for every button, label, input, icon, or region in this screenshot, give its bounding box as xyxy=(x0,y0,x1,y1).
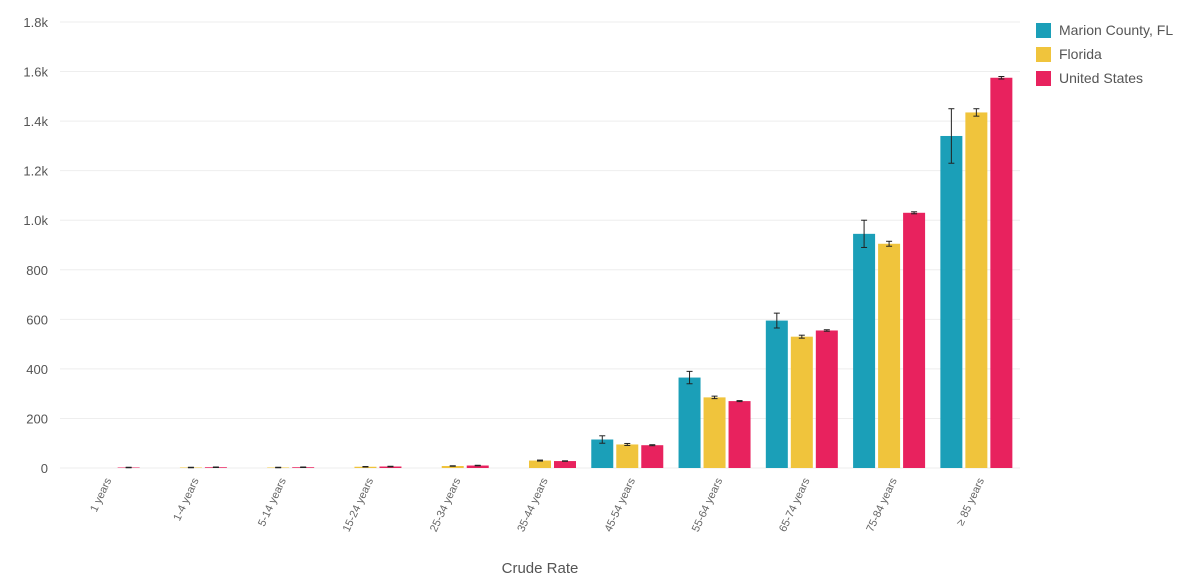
x-tick-label: 75-84 years xyxy=(864,476,900,534)
legend-label: Florida xyxy=(1059,46,1102,62)
y-tick-label: 0 xyxy=(41,461,48,476)
bar-florida xyxy=(616,444,639,468)
bar-marion-county-fl xyxy=(591,439,614,468)
x-tick-label: 1 years xyxy=(88,476,114,514)
bar-florida xyxy=(529,460,551,468)
bar-marion-county-fl xyxy=(853,233,876,468)
bar-florida xyxy=(878,243,901,468)
x-tick-label: 45-54 years xyxy=(603,476,639,534)
bar-florida xyxy=(790,336,813,468)
legend-label: United States xyxy=(1059,70,1144,86)
bar-marion-county-fl xyxy=(765,320,788,468)
y-tick-label: 400 xyxy=(26,362,48,377)
legend: Marion County, FL Florida United States xyxy=(1036,18,1173,90)
y-tick-label: 600 xyxy=(26,312,48,327)
legend-item[interactable]: United States xyxy=(1036,66,1173,90)
legend-swatch xyxy=(1036,22,1051,38)
x-tick-label: 55-64 years xyxy=(690,476,726,534)
bar-florida xyxy=(965,112,988,468)
x-tick-label: 15-24 years xyxy=(341,476,377,534)
gridlines xyxy=(60,21,1020,469)
y-tick-label: 1.0k xyxy=(23,213,48,228)
legend-item[interactable]: Marion County, FL xyxy=(1036,18,1173,42)
bar-florida xyxy=(703,397,726,468)
bars xyxy=(117,76,1013,469)
x-axis-ticks: 1 years 1-4 years 5-14 years 15-24 years 25-… xyxy=(88,476,987,534)
x-tick-label: 25-34 years xyxy=(428,476,464,534)
y-tick-label: 1.2k xyxy=(23,164,48,179)
x-tick-label: ≥ 85 years xyxy=(955,476,988,528)
bar-marion-county-fl xyxy=(940,135,963,468)
bar-florida xyxy=(441,466,464,468)
y-tick-label: 800 xyxy=(26,263,48,278)
y-tick-label: 1.8k xyxy=(23,15,48,30)
bar-marion-county-fl xyxy=(678,377,701,468)
y-tick-label: 1.6k xyxy=(23,65,48,80)
x-tick-label: 5-14 years xyxy=(256,476,289,529)
x-tick-label: 65-74 years xyxy=(777,476,813,534)
legend-swatch xyxy=(1036,46,1051,62)
bar-united-states xyxy=(903,212,926,468)
y-tick-label: 1.4k xyxy=(23,114,48,129)
legend-item[interactable]: Florida xyxy=(1036,42,1173,66)
legend-label: Marion County, FL xyxy=(1059,22,1174,38)
bar-united-states xyxy=(641,445,664,468)
bar-united-states xyxy=(554,461,576,468)
legend-swatch xyxy=(1036,70,1051,86)
x-tick-label: 1-4 years xyxy=(171,476,201,523)
bar-united-states xyxy=(815,330,838,468)
bar-united-states xyxy=(990,77,1013,468)
x-axis-title: Crude Rate xyxy=(502,560,579,577)
x-tick-label: 35-44 years xyxy=(515,476,551,534)
bar-united-states xyxy=(728,401,751,468)
y-axis-ticks: 0 200 400 600 800 1.0k 1.2k 1.4k 1.6k 1.8k xyxy=(23,15,48,476)
y-tick-label: 200 xyxy=(26,411,48,426)
bar-united-states xyxy=(466,465,489,468)
